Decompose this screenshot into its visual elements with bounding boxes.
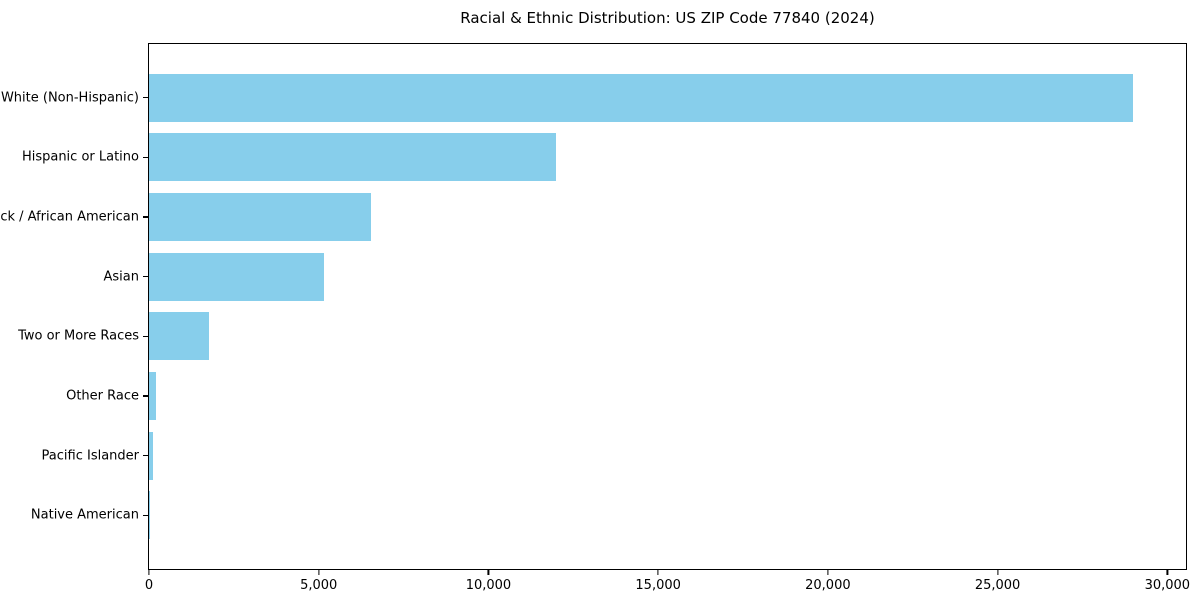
bar <box>149 133 557 182</box>
y-axis-label: Other Race <box>66 388 139 404</box>
x-tick-label: 15,000 <box>635 578 681 593</box>
x-tick-label: 5,000 <box>300 578 338 593</box>
y-axis-label: Native American <box>30 507 139 523</box>
bar <box>149 193 372 242</box>
x-tick-mark <box>318 570 320 575</box>
x-tick-label: 0 <box>144 578 154 593</box>
bars-area: White (Non-Hispanic) Hispanic or Latino Bl… <box>0 44 1186 569</box>
y-axis-label: Pacific Islander <box>41 448 139 464</box>
x-tick-label: 20,000 <box>805 578 851 593</box>
bar-row: Pacific Islander <box>42 426 1186 486</box>
y-tick <box>143 395 149 397</box>
y-tick <box>143 276 149 278</box>
x-tick-label: 30,000 <box>1144 578 1191 593</box>
bar-row: Asian <box>104 247 1186 307</box>
y-axis-label: Black / African American <box>0 209 139 225</box>
bar <box>149 252 324 301</box>
x-tick-label: 25,000 <box>974 578 1021 593</box>
chart-title: Racial & Ethnic Distribution: US ZIP Cod… <box>460 9 875 27</box>
bar <box>149 491 151 540</box>
plot-area: Racial & Ethnic Distribution: US ZIP Cod… <box>0 9 1190 593</box>
y-tick <box>143 156 149 159</box>
x-tick-mark <box>487 570 490 575</box>
bar <box>149 312 210 361</box>
y-axis-label: Two or More Races <box>18 328 139 344</box>
bar-row: Native American <box>31 485 1186 545</box>
x-tick-mark <box>148 570 150 575</box>
x-tick-label: 10,000 <box>465 578 512 593</box>
y-tick <box>143 514 149 516</box>
bar <box>149 371 157 420</box>
y-axis-label: Hispanic or Latino <box>21 149 139 165</box>
y-axis-label: White (Non-Hispanic) <box>0 90 139 106</box>
bar-row: Hispanic or Latino <box>22 128 1186 188</box>
bar-row: Two or More Races <box>18 307 1186 367</box>
x-tick-mark <box>657 570 659 575</box>
y-tick <box>143 335 149 337</box>
y-tick <box>143 454 149 457</box>
bar-row: White (Non-Hispanic) <box>1 68 1186 128</box>
bar <box>149 73 1134 122</box>
y-tick <box>143 216 149 218</box>
x-tick-mark <box>827 570 829 575</box>
bar-row: Other Race <box>66 366 1186 426</box>
x-tick-mark <box>997 570 999 575</box>
bar <box>149 431 154 480</box>
x-tick-mark <box>1166 570 1168 575</box>
y-axis-label: Asian <box>103 269 139 285</box>
y-tick <box>143 97 149 99</box>
bar-row: Black / African American <box>0 187 1186 247</box>
